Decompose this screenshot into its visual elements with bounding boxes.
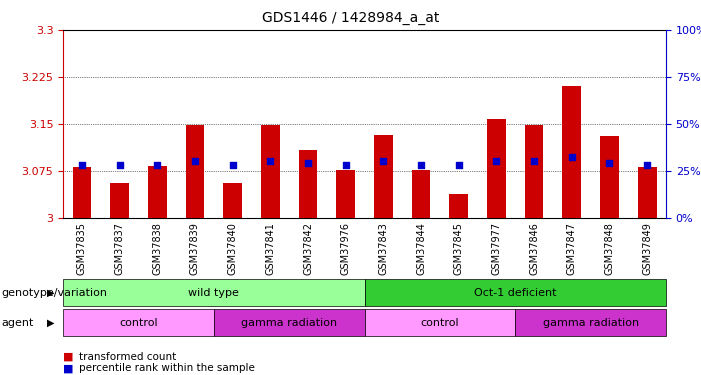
Text: transformed count: transformed count: [79, 352, 176, 362]
Point: [491, 158, 502, 164]
Text: ▶: ▶: [48, 318, 55, 327]
Bar: [223, 183, 242, 218]
Point: [641, 162, 653, 168]
Bar: [148, 166, 167, 218]
Text: ■: ■: [63, 363, 74, 373]
Text: control: control: [421, 318, 459, 327]
Bar: [336, 170, 355, 217]
Point: [604, 160, 615, 166]
Bar: [261, 125, 280, 217]
Text: GDS1446 / 1428984_a_at: GDS1446 / 1428984_a_at: [261, 11, 440, 25]
Text: gamma radiation: gamma radiation: [543, 318, 639, 327]
Text: agent: agent: [1, 318, 34, 327]
Bar: [600, 136, 619, 218]
Point: [416, 162, 427, 168]
Bar: [487, 119, 506, 218]
Bar: [186, 125, 205, 217]
Point: [265, 158, 276, 164]
Bar: [299, 150, 318, 217]
Point: [566, 154, 578, 160]
Point: [378, 158, 389, 164]
Bar: [72, 168, 91, 217]
Text: wild type: wild type: [189, 288, 239, 297]
Text: ▶: ▶: [48, 288, 55, 297]
Text: ■: ■: [63, 352, 74, 362]
Text: gamma radiation: gamma radiation: [241, 318, 337, 327]
Point: [529, 158, 540, 164]
Bar: [110, 183, 129, 218]
Text: Oct-1 deficient: Oct-1 deficient: [474, 288, 557, 297]
Point: [302, 160, 313, 166]
Bar: [524, 125, 543, 217]
Point: [189, 158, 200, 164]
Text: control: control: [119, 318, 158, 327]
Text: percentile rank within the sample: percentile rank within the sample: [79, 363, 254, 373]
Bar: [449, 194, 468, 217]
Bar: [562, 86, 581, 218]
Point: [340, 162, 351, 168]
Bar: [374, 135, 393, 218]
Point: [227, 162, 238, 168]
Point: [453, 162, 464, 168]
Bar: [411, 170, 430, 217]
Point: [76, 162, 88, 168]
Bar: [638, 168, 657, 217]
Point: [114, 162, 125, 168]
Point: [151, 162, 163, 168]
Text: genotype/variation: genotype/variation: [1, 288, 107, 297]
